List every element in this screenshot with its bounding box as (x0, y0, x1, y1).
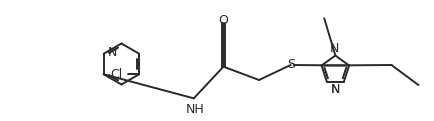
Text: N: N (330, 83, 339, 96)
Text: N: N (108, 46, 117, 59)
Text: NH: NH (185, 103, 204, 116)
Text: N: N (329, 42, 338, 54)
Text: O: O (218, 14, 228, 27)
Text: Cl: Cl (110, 68, 122, 81)
Text: N: N (330, 83, 339, 96)
Text: S: S (286, 58, 295, 71)
